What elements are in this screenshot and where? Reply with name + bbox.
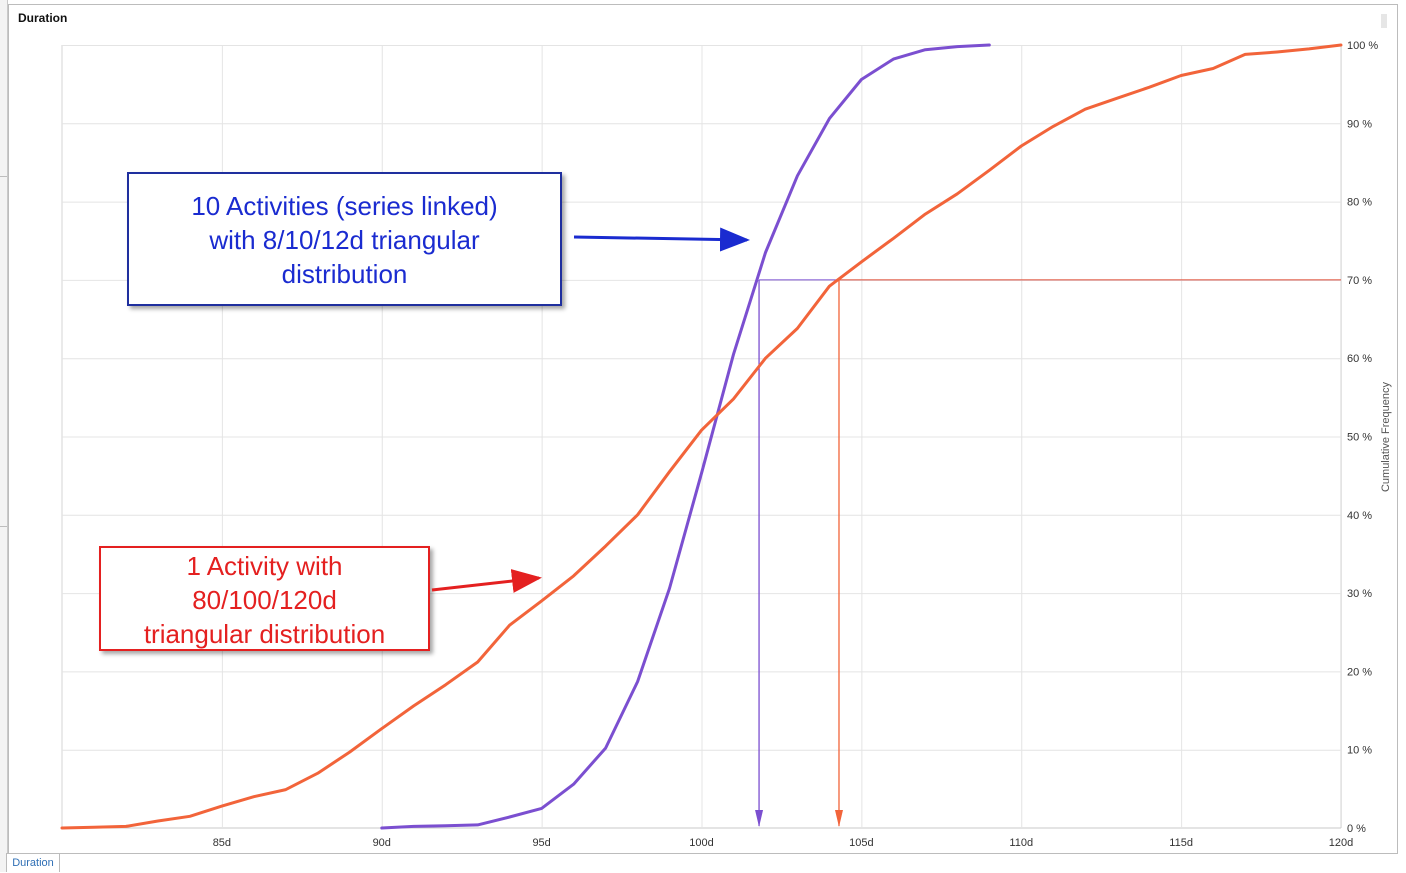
- reference-arrowhead: [755, 810, 764, 827]
- duration-panel: [8, 4, 1398, 854]
- x-tick-label: 105d: [849, 837, 873, 849]
- reference-lines: [755, 279, 1341, 827]
- chart-grid: [61, 45, 1342, 829]
- y-tick-label: 60 %: [1347, 353, 1372, 365]
- annotation-line: 1 Activity with: [186, 551, 343, 581]
- y-tick-label: 90 %: [1347, 118, 1372, 130]
- tab-duration[interactable]: Duration: [6, 853, 60, 872]
- y-tick-label: 30 %: [1347, 588, 1372, 600]
- annotation-line: 80/100/120d: [192, 585, 337, 615]
- annotation-line: with 8/10/12d triangular: [209, 225, 480, 255]
- annotation-line: 10 Activities (series linked): [191, 191, 498, 221]
- y-tick-label: 0 %: [1347, 823, 1366, 835]
- y-tick-label: 20 %: [1347, 666, 1372, 678]
- frame-divider: [0, 176, 7, 177]
- x-tick-label: 90d: [373, 837, 391, 849]
- series-lines: [60, 43, 1343, 830]
- series-line: [380, 43, 991, 830]
- x-tick-label: 100d: [689, 837, 713, 849]
- y-tick-label: 70 %: [1347, 275, 1372, 287]
- y-axis-title: Cumulative Frequency: [1380, 381, 1392, 492]
- reference-arrowhead: [834, 810, 843, 827]
- annotation-line: triangular distribution: [143, 619, 386, 649]
- x-tick-label: 120d: [1329, 837, 1353, 849]
- annotation-line: distribution: [281, 259, 408, 289]
- y-tick-label: 40 %: [1347, 510, 1372, 522]
- panel-title: Duration: [18, 11, 68, 25]
- x-tick-label: 115d: [1169, 837, 1193, 849]
- x-tick-label: 110d: [1009, 837, 1033, 849]
- y-tick-label: 100 %: [1347, 40, 1378, 52]
- scrollbar[interactable]: [1381, 14, 1387, 28]
- tick-labels: 0 % 10 % 20 % 30 % 40 % 50 % 60 % 70 % 80 % 90 % 1…: [213, 40, 1379, 849]
- series-line: [60, 43, 1343, 830]
- x-tick-label: 85d: [213, 837, 231, 849]
- annotation-one-activity: 1 Activity with 80/100/120d triangular d…: [99, 546, 430, 651]
- frame-divider: [0, 526, 7, 527]
- y-tick-label: 80 %: [1347, 197, 1372, 209]
- left-frame: [0, 0, 8, 872]
- annotation-ten-activities: 10 Activities (series linked) with 8/10/…: [127, 172, 562, 306]
- x-tick-label: 95d: [532, 837, 550, 849]
- y-tick-label: 10 %: [1347, 745, 1372, 757]
- y-tick-label: 50 %: [1347, 432, 1372, 444]
